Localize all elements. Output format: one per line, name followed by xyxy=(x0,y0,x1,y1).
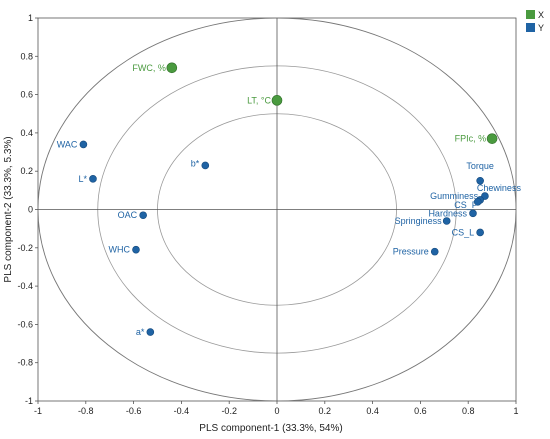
point-a xyxy=(146,328,155,336)
y-tick-label: 0.2 xyxy=(20,166,33,176)
x-tick-label: 1 xyxy=(513,406,518,416)
x-tick-label: -1 xyxy=(34,406,42,416)
point-label-chewiness: Chewiness xyxy=(477,183,522,193)
point-l xyxy=(89,175,97,183)
legend-label-x: X xyxy=(538,10,544,20)
y-tick-label: 0.4 xyxy=(20,128,33,138)
legend-swatch-y xyxy=(526,23,535,32)
point-oac xyxy=(139,211,147,220)
point-wac xyxy=(79,140,88,149)
y-tick-label: 0.6 xyxy=(20,90,33,100)
y-tick-label: 0 xyxy=(28,205,33,215)
point-label-hardness: Hardness xyxy=(428,208,467,218)
legend: XY xyxy=(526,10,544,33)
point-hardness xyxy=(469,209,477,218)
point-whc xyxy=(132,245,140,254)
x-axis-title: PLS component-1 (33.3%, 54%) xyxy=(199,423,342,434)
point-label-cs-p: CS_P xyxy=(454,200,478,210)
point-label-lt-c: LT, °C xyxy=(247,95,271,105)
y-tick-label: -0.2 xyxy=(17,243,33,253)
y-tick-label: -0.6 xyxy=(17,319,33,329)
y-axis-title: PLS component-2 (33.3%, 5.3%) xyxy=(3,136,14,282)
x-tick-label: 0.8 xyxy=(462,406,475,416)
point-label-b: b* xyxy=(191,158,200,168)
y-tick-label: -1 xyxy=(25,396,33,406)
x-tick-label: 0.2 xyxy=(319,406,332,416)
x-tick-label: 0.6 xyxy=(414,406,427,416)
legend-label-y: Y xyxy=(538,23,544,33)
series-y: WACL*b*OACWHCa*TorqueChewinessGumminessC… xyxy=(57,139,522,337)
x-tick-label: -0.4 xyxy=(174,406,190,416)
point-label-l: L* xyxy=(78,174,87,184)
x-tick-label: -0.2 xyxy=(221,406,237,416)
x-tick-label: -0.8 xyxy=(78,406,94,416)
point-label-gumminess: Gumminess xyxy=(430,191,479,201)
y-tick-label: 1 xyxy=(28,13,33,23)
point-label-pressure: Pressure xyxy=(393,247,429,257)
y-tick-label: -0.8 xyxy=(17,358,33,368)
point-label-torque: Torque xyxy=(466,161,494,171)
x-tick-label: 0.4 xyxy=(366,406,379,416)
point-pressure xyxy=(430,247,439,256)
point-label-cs-l: CS_L xyxy=(452,227,475,237)
legend-swatch-x xyxy=(526,10,535,19)
point-label-wac: WAC xyxy=(57,139,78,149)
point-label-fpic: FPIc, % xyxy=(455,134,487,144)
point-label-oac: OAC xyxy=(118,210,138,220)
y-tick-label: 0.8 xyxy=(20,51,33,61)
point-torque xyxy=(476,176,484,185)
point-label-whc: WHC xyxy=(108,245,130,255)
point-fwc xyxy=(166,62,178,74)
point-fpic xyxy=(486,133,498,144)
point-label-fwc: FWC, % xyxy=(132,63,166,73)
point-springiness xyxy=(442,217,451,225)
point-label-springiness: Springiness xyxy=(395,216,443,226)
series-x: FWC, % LT, °C FPIc, % xyxy=(132,62,498,144)
point-cs-p xyxy=(473,198,482,206)
point-label-a: a* xyxy=(136,327,145,337)
y-tick-label: -0.4 xyxy=(17,281,33,291)
point-lt-c xyxy=(271,95,283,106)
x-tick-label: 0 xyxy=(274,406,279,416)
point-cs-l xyxy=(476,228,484,237)
point-b xyxy=(201,161,210,170)
x-tick-label: -0.6 xyxy=(126,406,142,416)
